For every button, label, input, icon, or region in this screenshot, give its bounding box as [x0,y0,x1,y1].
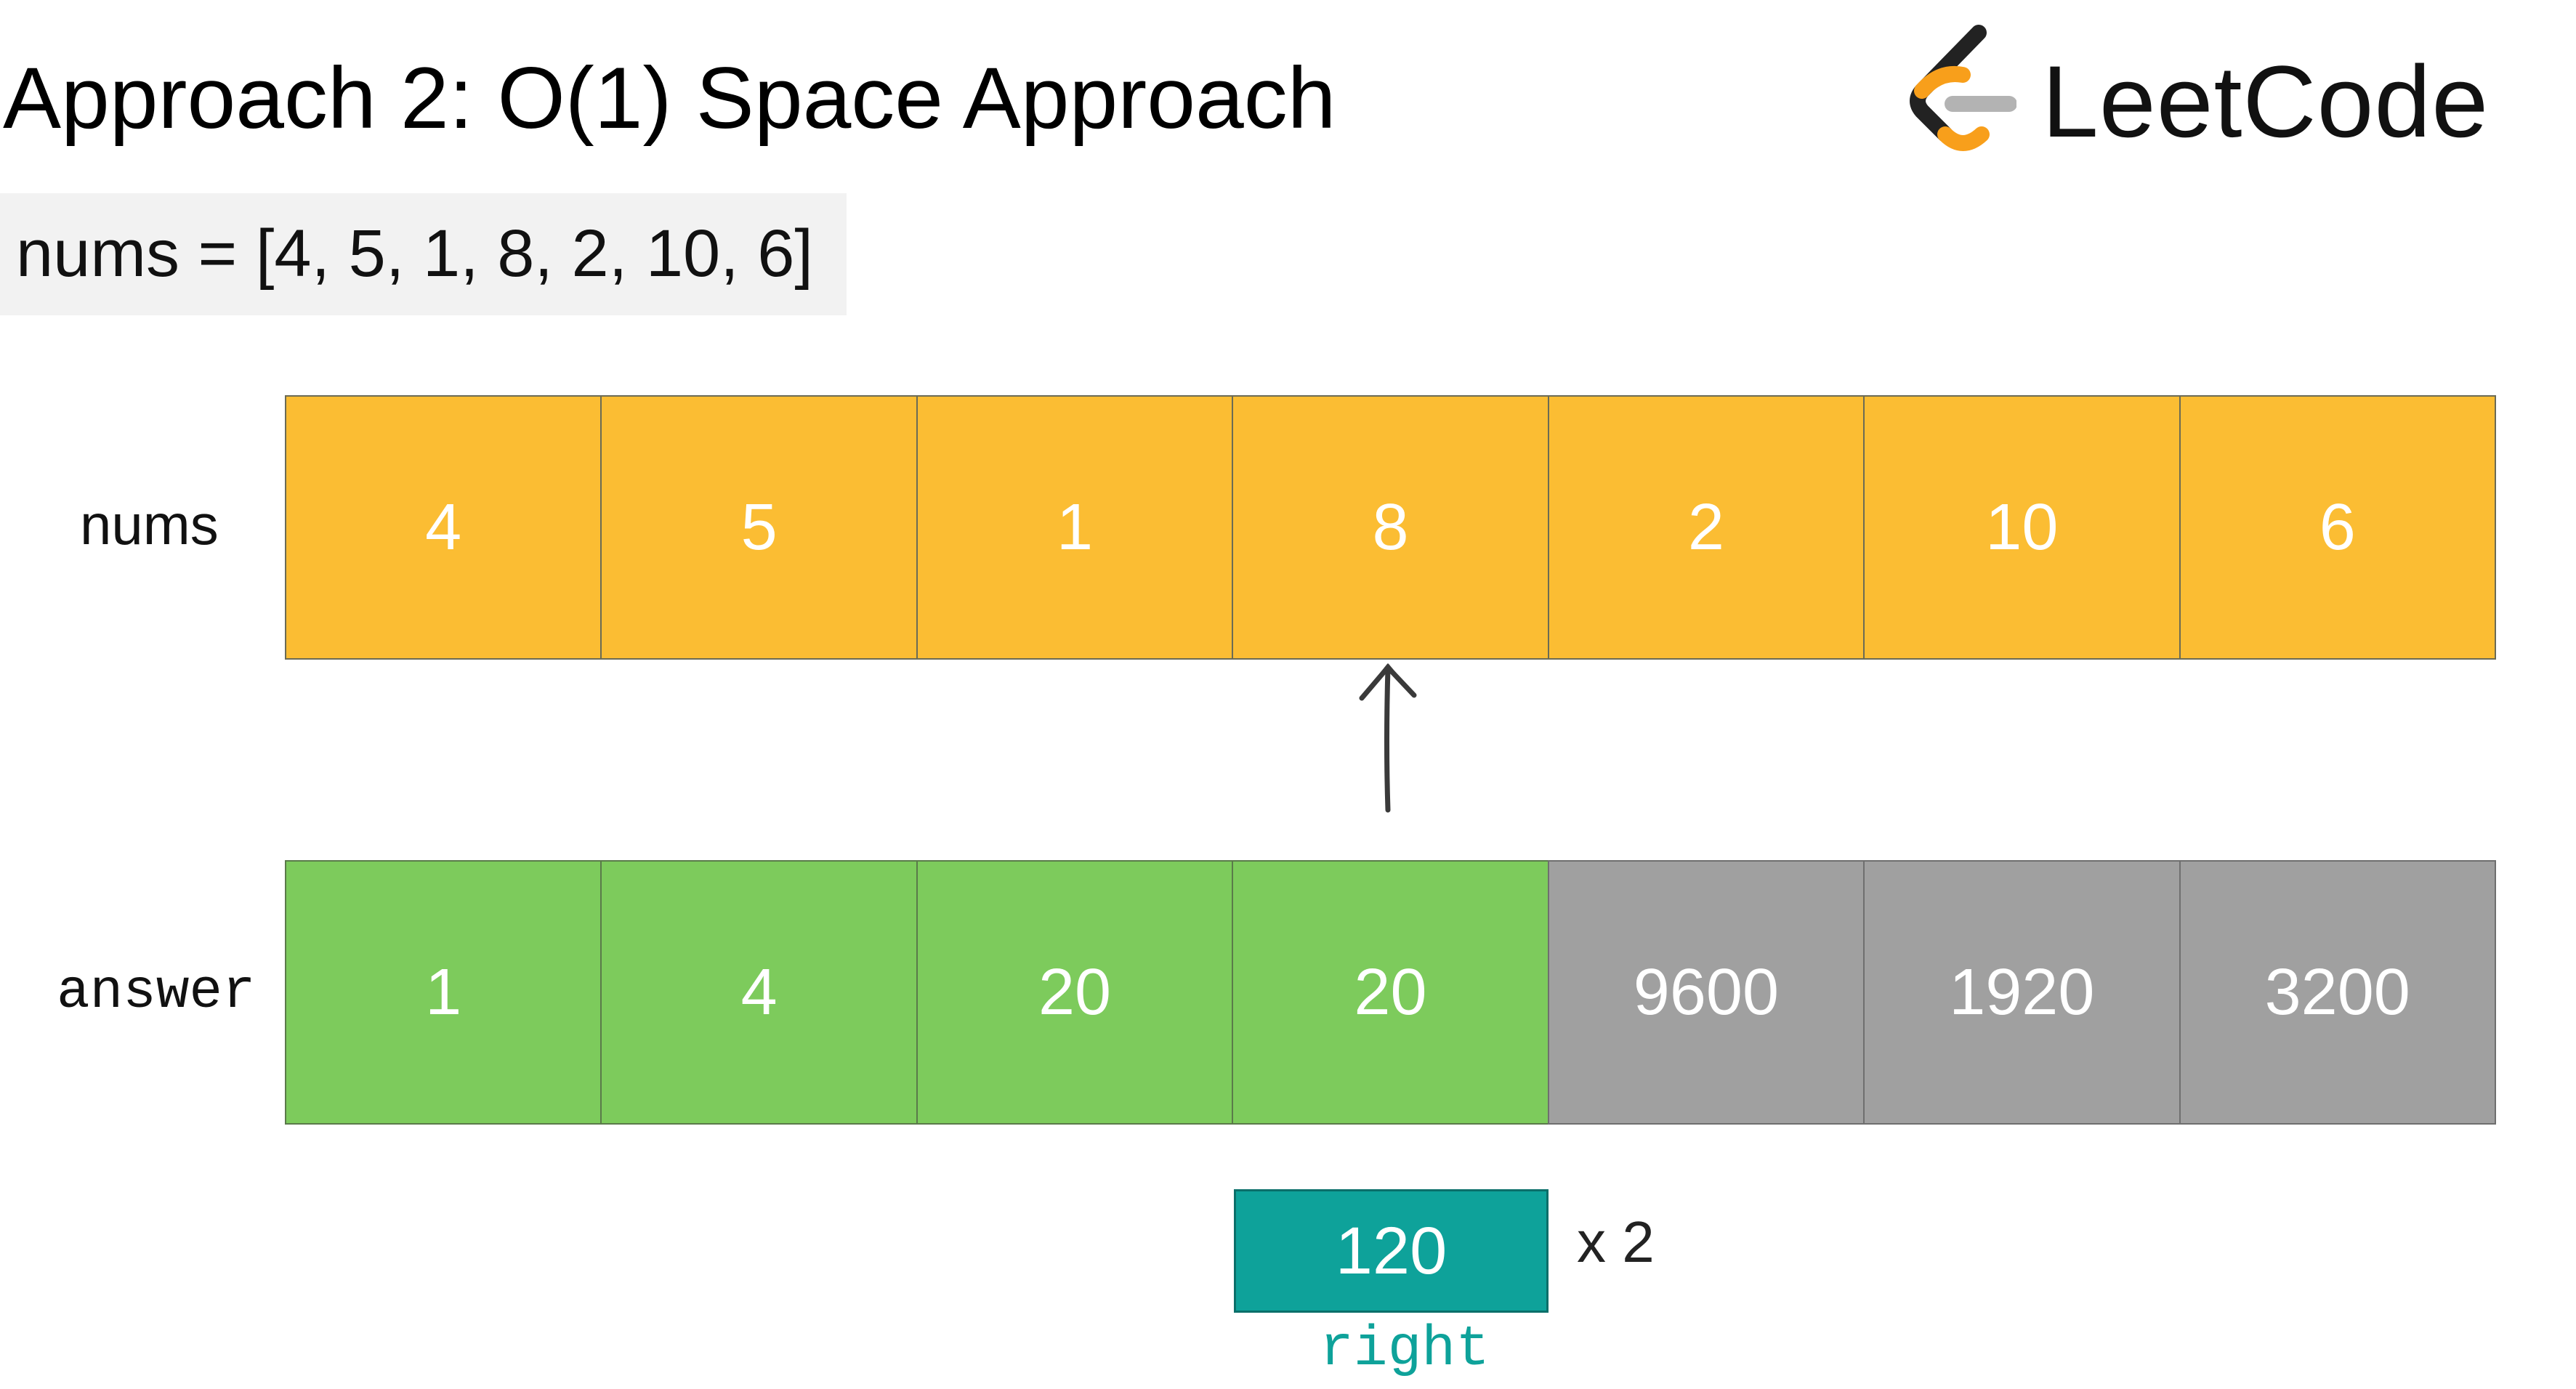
multiplier-label: x 2 [1577,1210,1655,1274]
nums-cell: 10 [1863,395,2181,660]
answer-cell-done: 20 [1232,860,1549,1125]
answer-cell-done: 20 [916,860,1234,1125]
nums-declaration-box: nums = [4, 5, 1, 8, 2, 10, 6] [0,193,847,315]
answer-row-label: answer [57,961,256,1024]
nums-cell: 1 [916,395,1234,660]
answer-cell-pending: 3200 [2179,860,2496,1125]
leetcode-logo-icon [1910,25,2016,151]
pointer-arrow-icon [1359,663,1417,813]
answer-cell-done: 1 [285,860,602,1125]
nums-cell: 4 [285,395,602,660]
page-title: Approach 2: O(1) Space Approach [3,49,1336,147]
right-variable-label: right [1319,1318,1490,1382]
logo-text: LeetCode [2042,44,2490,158]
nums-row-label: nums [80,493,219,556]
logo: LeetCode [1893,18,2489,163]
right-value-box: 120 [1234,1189,1549,1313]
nums-array: 4 5 1 8 2 10 6 [285,395,2496,660]
answer-cell-done: 4 [600,860,918,1125]
nums-cell: 6 [2179,395,2496,660]
answer-cell-pending: 1920 [1863,860,2181,1125]
answer-array: 1 4 20 20 9600 1920 3200 [285,860,2496,1125]
nums-cell: 5 [600,395,918,660]
answer-cell-pending: 9600 [1547,860,1865,1125]
nums-cell: 2 [1547,395,1865,660]
nums-cell: 8 [1232,395,1549,660]
nums-declaration: nums = [4, 5, 1, 8, 2, 10, 6] [16,216,813,291]
